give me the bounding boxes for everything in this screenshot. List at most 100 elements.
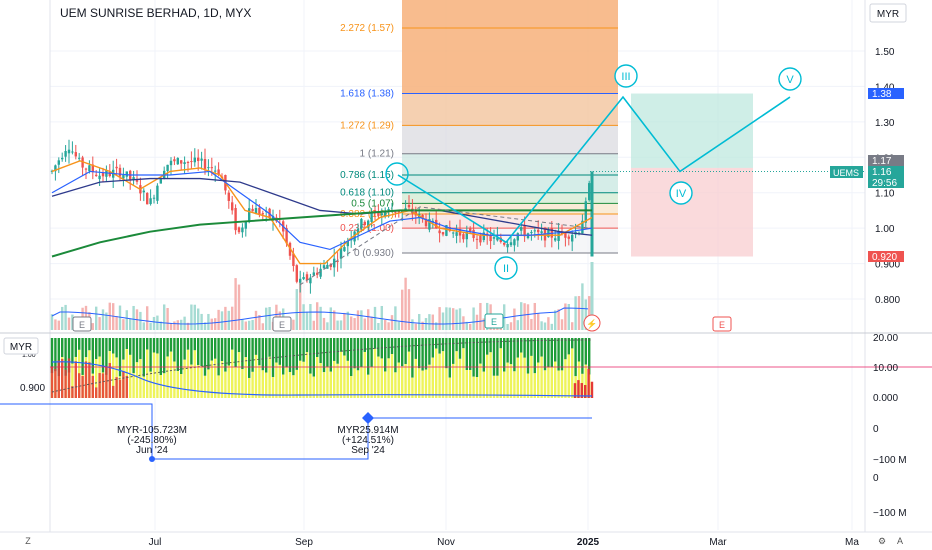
sub-bar-red xyxy=(101,373,105,398)
volume-bar xyxy=(567,303,570,330)
price-tag-label: 1.17 xyxy=(872,156,892,167)
sub-bar-yellow xyxy=(339,351,343,398)
sub-bar-green xyxy=(438,338,441,354)
sub-bar-yellow xyxy=(336,363,339,398)
sub-bar-yellow xyxy=(95,359,98,398)
sub-bar-yellow xyxy=(584,364,587,398)
sub-bar-green xyxy=(441,338,445,352)
volume-bar xyxy=(560,319,564,330)
x-tick-label: Sep xyxy=(295,537,313,548)
sub-bar-green xyxy=(326,338,329,367)
wave-circle-i xyxy=(385,162,409,186)
candle-body xyxy=(377,212,380,216)
fib-label: 1.618 (1.38) xyxy=(340,89,394,100)
candle-body xyxy=(448,227,451,231)
candle-body xyxy=(302,277,305,280)
sub-bar-green xyxy=(333,338,336,361)
sub-bar-green xyxy=(424,338,428,370)
candle-body xyxy=(190,161,193,163)
sub-bar-green xyxy=(414,338,417,359)
trend-line xyxy=(299,206,591,286)
sub-bar-yellow xyxy=(220,361,224,398)
sub-bar-yellow xyxy=(282,374,285,398)
candle-body xyxy=(363,221,366,225)
volume-bar xyxy=(237,284,241,330)
sub-bar-yellow xyxy=(418,368,421,398)
volume-bar xyxy=(217,309,220,330)
sub-bar-yellow xyxy=(438,353,441,398)
fib-label: 0.786 (1.15) xyxy=(340,170,394,181)
sub-bar-yellow xyxy=(302,361,305,398)
sub-bar-green xyxy=(390,338,394,355)
sub-bar-yellow xyxy=(370,366,373,398)
price-tag-label: 1.38 xyxy=(872,89,892,100)
price-tag-label: 29:56 xyxy=(872,178,897,189)
sub-bar-green xyxy=(180,338,183,375)
sub-bar-green xyxy=(540,338,543,357)
sub-bar-green xyxy=(227,338,230,366)
candle-body xyxy=(258,207,261,215)
candle-body xyxy=(231,202,234,211)
volume-bar xyxy=(329,307,332,330)
candle-body xyxy=(146,192,149,205)
sub-bar-green xyxy=(163,338,166,374)
volume-bar xyxy=(363,318,366,330)
sub-bar-yellow xyxy=(452,363,455,398)
sub-bar-green xyxy=(367,338,370,375)
sub-bar-green xyxy=(251,338,254,372)
sub-bar-yellow xyxy=(288,372,292,398)
sub-bar-green xyxy=(139,338,142,360)
sub-bar-yellow xyxy=(441,351,445,398)
sub-bar-red xyxy=(577,380,580,398)
sub-bar-green xyxy=(169,338,173,352)
candle-body xyxy=(176,158,179,165)
candle-body xyxy=(441,232,445,235)
sub-left-tick-top: 1.00 xyxy=(22,352,36,359)
volume-bar xyxy=(152,316,156,330)
candle-body xyxy=(452,232,455,234)
volume-bar xyxy=(418,314,421,330)
candle-body xyxy=(326,264,329,269)
volume-bar xyxy=(95,306,98,330)
sub-bar-yellow xyxy=(424,369,428,398)
volume-bar xyxy=(183,316,186,330)
volume-bar xyxy=(411,319,414,330)
volume-bar xyxy=(333,310,336,330)
candle-body xyxy=(489,235,492,242)
sub-bar-green xyxy=(373,338,377,349)
volume-bar xyxy=(438,307,441,330)
sub-bar-yellow xyxy=(404,364,407,398)
candle-body xyxy=(560,231,564,235)
sub-bar-green xyxy=(499,338,502,349)
sub-bar-yellow xyxy=(516,357,519,398)
wave-circle xyxy=(614,64,638,88)
candle-body xyxy=(156,185,159,201)
sub-bar-green xyxy=(394,338,397,373)
sub-bar-yellow xyxy=(180,374,183,398)
sub-bar-green xyxy=(509,338,513,365)
symbol-title: UEM SUNRISE BERHAD, 1D, MYX xyxy=(60,6,252,20)
candle-body xyxy=(394,211,397,213)
volume-bar xyxy=(350,316,353,330)
sub-bar-yellow xyxy=(537,362,540,398)
volume-bar xyxy=(108,302,111,330)
volume-bar xyxy=(401,289,404,330)
sub-bar-green xyxy=(363,338,366,352)
sub-bar-green xyxy=(64,338,67,376)
volume-bar xyxy=(520,302,523,330)
sub-bar-yellow xyxy=(557,370,560,398)
sub-bar-green xyxy=(231,338,234,350)
fib-zone xyxy=(402,175,618,193)
annotation-text: Jun '24 xyxy=(136,445,168,456)
wave-label-iv: IV xyxy=(676,188,687,200)
candle-body xyxy=(482,232,485,241)
x-tick-label: Nov xyxy=(437,537,455,548)
sub-bar-yellow xyxy=(299,360,302,398)
candle-body xyxy=(74,152,77,157)
sub-bar-yellow xyxy=(322,372,326,398)
volume-bar xyxy=(588,296,591,330)
annotation-text: MYR-105.723M xyxy=(117,425,187,436)
sub-bar-green xyxy=(353,338,356,369)
volume-bar xyxy=(302,304,305,330)
